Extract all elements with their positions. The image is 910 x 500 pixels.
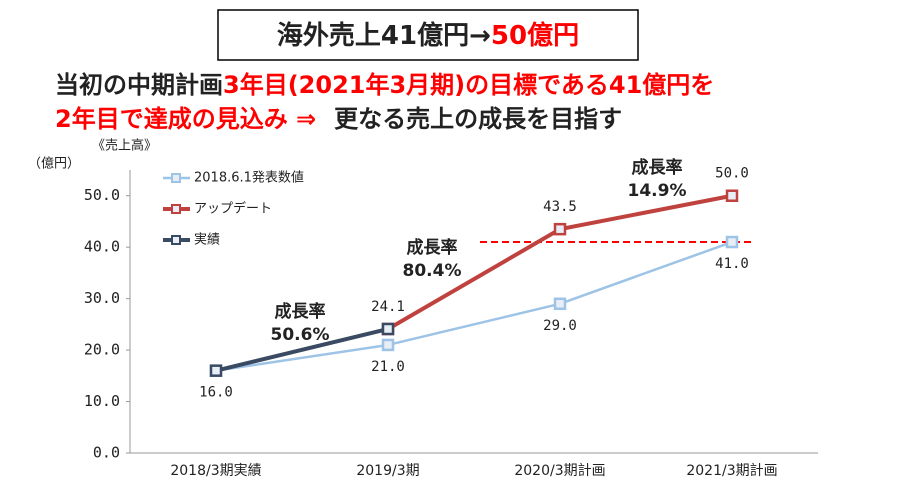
point-marker [553,297,567,311]
subtitle-line: 当初の中期計画3年目(2021年3月期)の目標である41億円を [55,71,714,99]
headline-highlight: 50億円 [491,21,579,51]
point-marker [209,364,223,377]
annotation-title: 成長率 [407,237,458,258]
series-line [215,240,733,372]
value-label: 41.0 [715,256,749,272]
legend-marker [171,235,181,245]
headline-box [217,9,639,61]
y-tick-label: 20.0 [84,341,120,359]
y-tick-label: 0.0 [93,444,120,462]
value-label: 24.1 [371,299,405,315]
x-tick-label: 2021/3期計画 [686,463,777,479]
subtitle-highlight: 3年目(2021年3月期)の目標である41億円を [223,71,714,99]
x-tick-label: 2019/3期 [356,463,419,479]
value-label: 43.5 [543,199,577,215]
legend-marker [171,173,181,183]
headline-part: 海外売上41億円→ [277,21,491,51]
y-unit: （億円） [28,156,80,172]
annotation-rate: 14.9% [628,181,687,201]
annotation-rate: 80.4% [403,261,462,281]
subtitle-highlight: 2年目で達成の見込み ⇒ [55,105,316,133]
point-marker [381,322,395,336]
x-tick-label: 2018/3期実績 [170,463,261,479]
y-tick-label: 30.0 [84,289,120,307]
point-marker [725,189,739,202]
annotation-title: 成長率 [275,301,326,322]
legend-label: 2018.6.1発表数値 [194,170,304,186]
subtitle-part: 当初の中期計画 [55,71,223,99]
subtitle-part: 更なる売上の成長を目指す [334,105,622,133]
y-tick-label: 10.0 [84,392,120,410]
value-label: 29.0 [543,318,577,334]
point-marker [553,222,567,236]
annotation-title: 成長率 [632,157,683,178]
chart-caption: 《売上高》 [92,138,157,154]
y-tick-label: 40.0 [84,238,120,256]
legend-label: アップデート [194,201,272,217]
legend-label: 実績 [194,232,220,248]
point-marker [725,235,739,249]
x-tick-label: 2020/3期計画 [514,463,605,479]
y-tick-label: 50.0 [84,186,120,204]
value-label: 16.0 [199,385,233,401]
legend-marker [171,204,181,214]
series-line [215,327,389,373]
headline: 海外売上41億円→50億円 [277,21,579,51]
value-label: 50.0 [715,166,749,182]
point-marker [381,338,395,352]
value-label: 21.0 [371,359,405,375]
subtitle-line: 2年目で達成の見込み ⇒ 更なる売上の成長を目指す [55,105,622,133]
annotation-rate: 50.6% [271,325,330,345]
